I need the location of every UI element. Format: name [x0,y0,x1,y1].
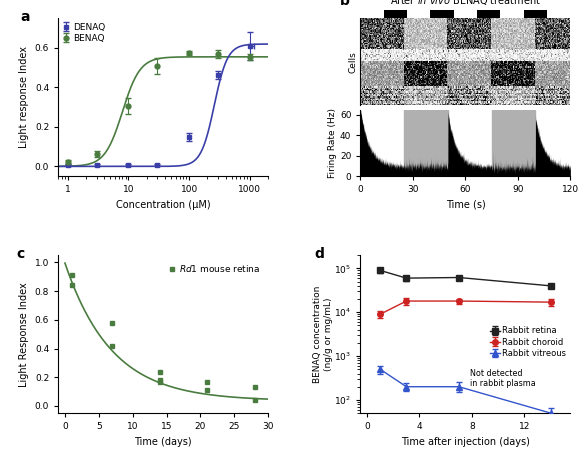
X-axis label: Time after injection (days): Time after injection (days) [401,437,530,447]
Text: Not detected
in rabbit plasma: Not detected in rabbit plasma [470,369,535,388]
Y-axis label: Light response Index: Light response Index [19,46,29,148]
Bar [404,110,448,176]
Text: a: a [20,11,30,24]
Legend: DENAQ, BENAQ: DENAQ, BENAQ [63,23,105,43]
Y-axis label: Cells: Cells [349,51,358,73]
X-axis label: Time (days): Time (days) [134,437,192,447]
X-axis label: Concentration (μM): Concentration (μM) [116,200,211,210]
Bar [492,110,535,176]
Text: c: c [16,247,24,261]
Text: d: d [314,247,324,261]
Y-axis label: Light Response Index: Light Response Index [19,282,29,386]
Legend: $\it{Rd1}$ mouse retina: $\it{Rd1}$ mouse retina [165,260,264,278]
Title: After $\it{in\ vivo}$ BENAQ treatment: After $\it{in\ vivo}$ BENAQ treatment [390,0,541,7]
Text: b: b [339,0,349,8]
X-axis label: Time (s): Time (s) [446,200,485,210]
Y-axis label: BENAQ concentration
(ng/g or mg/mL): BENAQ concentration (ng/g or mg/mL) [314,285,333,383]
Legend: Rabbit retina, Rabbit choroid, Rabbit vitreous: Rabbit retina, Rabbit choroid, Rabbit vi… [489,326,566,358]
Y-axis label: Firing Rate (Hz): Firing Rate (Hz) [328,108,337,178]
